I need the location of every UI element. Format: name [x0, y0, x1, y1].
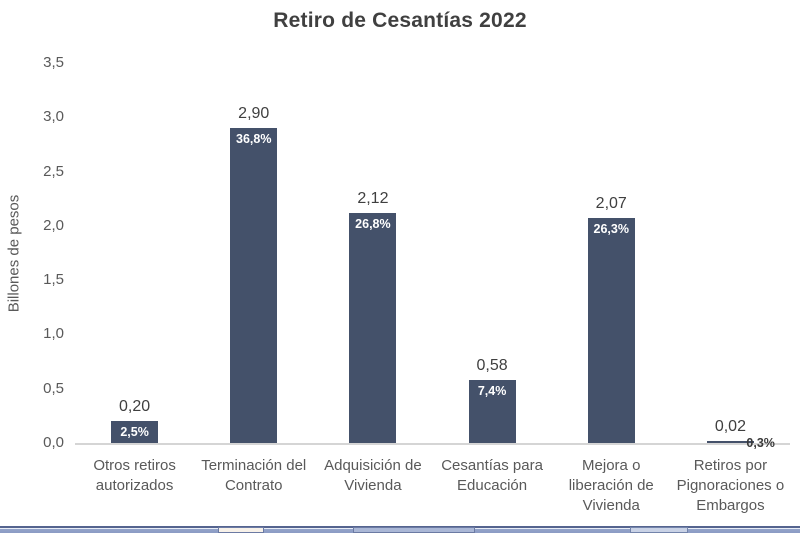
y-tick-label: 0,0 [43, 434, 64, 451]
x-axis-labels: Otros retiros autorizados Terminación del… [75, 456, 790, 522]
y-tick-label: 2,5 [43, 162, 64, 180]
x-category-label: Retiros por Pignoraciones o Embargos [676, 457, 785, 514]
bar [706, 440, 754, 443]
x-category-label: Adquisición de Vivienda [324, 457, 422, 494]
y-tick-label: 2,0 [43, 216, 64, 234]
bar-value-label: 0,20 [119, 398, 151, 416]
y-tick-label: 3,5 [43, 54, 64, 71]
bar-value-label: 0,02 [714, 417, 746, 435]
y-tick-label: 1,5 [43, 271, 64, 289]
bar-percentage-label: 2,5% [120, 425, 149, 440]
y-tick-label: 3,0 [43, 108, 64, 126]
chart-title: Retiro de Cesantías 2022 [273, 9, 527, 32]
bar-value-label: 2,12 [357, 189, 389, 207]
y-axis-ticks: 0,0 0,5 1,0 1,5 2,0 2,5 3,0 3,5 [0, 54, 64, 451]
taskbar-button-sliver [630, 527, 688, 533]
bar [349, 212, 397, 443]
y-tick-label: 1,0 [43, 325, 64, 343]
bar-value-label: 0,58 [476, 357, 508, 375]
bar-percentage-label: 36,8% [236, 132, 272, 147]
x-category-label: Mejora o liberación de Vivienda [568, 457, 654, 514]
plot-area: 0,20 2,5% 2,90 36,8% 2,12 26,8% 0,58 7,4% 2,07 26… [75, 63, 790, 450]
bar [468, 380, 516, 443]
bar-percentage-label: 26,8% [355, 216, 391, 231]
bar [230, 128, 278, 443]
x-category-label: Cesantías para Educación [441, 457, 543, 494]
bar-percentage-label: 7,4% [477, 384, 507, 399]
bar-value-label: 2,07 [595, 195, 627, 213]
bar [111, 421, 159, 443]
bar-percentage-label: 26,3% [593, 222, 629, 237]
taskbar-button-sliver [353, 527, 475, 533]
bar-percentage-label: 0,3% [746, 436, 775, 450]
x-category-label: Otros retiros autorizados [93, 457, 176, 494]
bar [587, 218, 635, 443]
y-tick-label: 0,5 [43, 379, 64, 397]
window-edge-strip [0, 526, 800, 533]
x-category-label: Terminación del Contrato [201, 457, 307, 494]
bar-value-label: 2,90 [238, 105, 270, 123]
taskbar-button-sliver [218, 527, 264, 533]
